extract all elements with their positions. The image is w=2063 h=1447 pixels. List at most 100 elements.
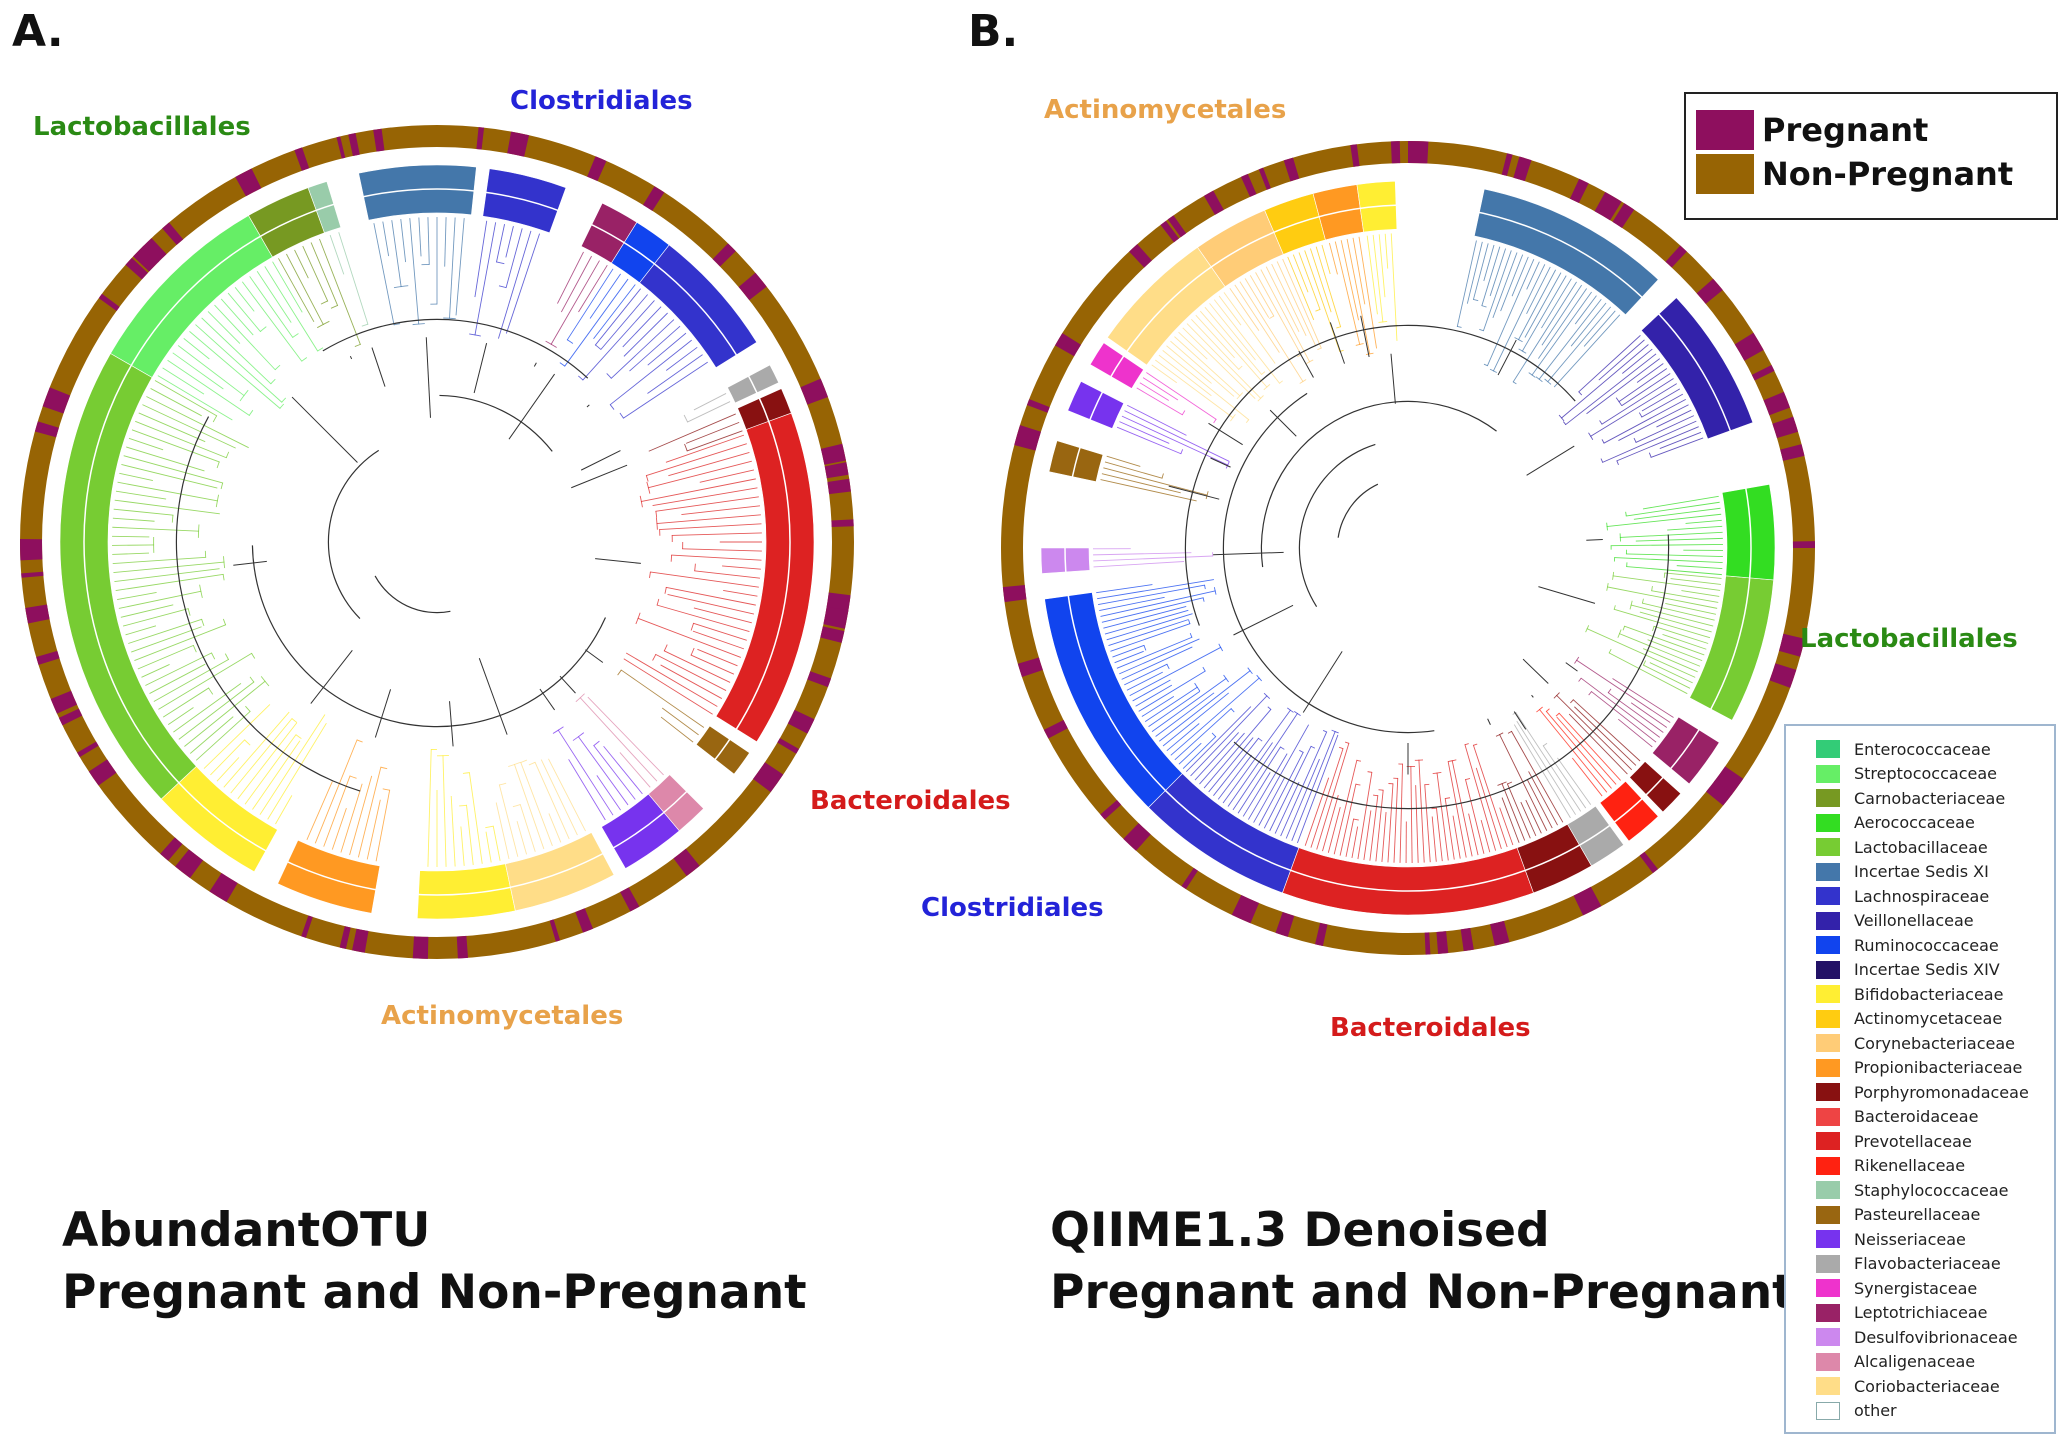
tree-branch — [1570, 699, 1574, 704]
tree-branch — [401, 285, 409, 288]
tree-branch — [1103, 605, 1187, 629]
tree-branch — [1375, 789, 1384, 862]
tree-branch — [564, 278, 629, 367]
tree-branch — [1146, 372, 1217, 420]
status-legend-label: Pregnant — [1762, 111, 1929, 149]
tree-branch — [1656, 409, 1692, 428]
status-ring-segment — [1129, 244, 1152, 268]
family-legend-item: Incertae Sedis XI — [1816, 861, 1989, 883]
tree-branch — [1174, 336, 1241, 397]
tree-branch — [1447, 761, 1467, 858]
tree-branch — [660, 716, 694, 743]
tree-branch — [114, 568, 220, 583]
status-ring-segment — [36, 650, 60, 665]
tree-branch — [1208, 422, 1243, 446]
family-swatch — [1816, 1230, 1840, 1248]
status-ring-segment — [1436, 931, 1449, 954]
tree-branch — [252, 740, 301, 810]
tree-branch — [1526, 445, 1575, 476]
tree-branch — [1190, 695, 1268, 777]
tree-branch — [1436, 772, 1449, 861]
status-ring-segment — [1612, 203, 1635, 228]
tree-branch — [1178, 742, 1202, 765]
tree-branch — [1588, 691, 1592, 696]
tree-branch — [1572, 699, 1641, 762]
tree-branch — [393, 323, 401, 326]
tree-branch — [593, 284, 636, 340]
tree-branch — [1213, 299, 1281, 384]
tree-branch — [1188, 619, 1191, 624]
tree-branch — [1352, 237, 1366, 305]
tree-branch — [1398, 763, 1403, 765]
tree-branch — [157, 375, 233, 421]
tree-branch — [1119, 638, 1200, 675]
tree-branch — [248, 409, 254, 416]
tree-branch — [1583, 310, 1616, 347]
family-legend-item: Bifidobacteriaceae — [1816, 983, 2003, 1005]
tree-branch — [1106, 613, 1193, 641]
status-ring-segment — [352, 928, 369, 953]
tree-branch — [1586, 625, 1590, 629]
family-label: Veillonellaceae — [1854, 911, 1974, 930]
tree-branch — [1501, 781, 1507, 785]
tree-branch — [317, 324, 324, 329]
tree-branch — [622, 361, 708, 419]
tree-branch — [690, 647, 695, 656]
family-label: Aerococcaceae — [1854, 813, 1975, 832]
tree-branch — [1393, 777, 1399, 863]
tree-branch — [1182, 327, 1256, 399]
tree-backbone — [1260, 400, 1497, 568]
tree-branch — [1181, 410, 1186, 416]
status-ring-segment — [373, 128, 385, 152]
tree-branch — [1642, 664, 1691, 689]
tree-branch — [153, 544, 155, 553]
status-legend: Pregnant Non-Pregnant — [1684, 92, 2058, 220]
status-ring-segment — [1390, 141, 1401, 164]
tree-branch — [1202, 666, 1206, 672]
tree-branch — [589, 273, 621, 319]
tree-branch — [1258, 777, 1286, 826]
tree-branch — [192, 645, 197, 653]
tree-branch — [1211, 732, 1216, 738]
tree-branch — [137, 644, 194, 670]
tree-branch — [629, 325, 681, 372]
tree-branch — [723, 589, 758, 597]
tree-branch — [1464, 779, 1485, 854]
tree-branch — [1538, 298, 1602, 380]
tree-branch — [1170, 677, 1260, 756]
tree-branch — [1166, 345, 1212, 384]
tree-branch — [1536, 709, 1540, 713]
status-ring-segment — [58, 708, 83, 726]
tree-branch — [1518, 348, 1523, 352]
tree-branch — [1162, 692, 1229, 747]
tree-branch — [578, 264, 608, 313]
family-label: Prevotellaceae — [1854, 1131, 1972, 1151]
status-ring-segment — [336, 136, 346, 159]
tree-branch — [1516, 720, 1577, 815]
family-label: Alcaligenaceae — [1854, 1352, 1976, 1371]
tree-branch — [1615, 397, 1620, 402]
tree-branch — [1158, 670, 1251, 742]
tree-branch — [211, 652, 216, 660]
status-ring-segment — [831, 519, 854, 528]
family-legend-item: Aerococcaceae — [1816, 812, 1975, 834]
tree-branch — [207, 311, 241, 344]
tree-branch — [1606, 513, 1722, 528]
tree-branch — [195, 324, 283, 403]
tree-branch — [496, 261, 505, 265]
tree-branch — [275, 795, 293, 825]
family-swatch — [1816, 911, 1840, 930]
tree-branch — [1358, 236, 1378, 349]
tree-branch — [1625, 553, 1723, 557]
panel-a-label-clostridiales: Clostridiales — [510, 86, 693, 116]
tree-branch — [495, 224, 506, 263]
tree-branch — [115, 490, 167, 500]
status-ring-segment — [1772, 416, 1799, 439]
tree-branch — [1576, 656, 1580, 661]
tree-branch — [244, 734, 297, 805]
family-legend-item: Rikenellaceae — [1816, 1155, 1965, 1177]
tree-branch — [1651, 585, 1653, 591]
tree-branch — [1553, 314, 1621, 388]
status-ring-segment — [98, 293, 120, 311]
tree-branch — [1538, 378, 1543, 383]
